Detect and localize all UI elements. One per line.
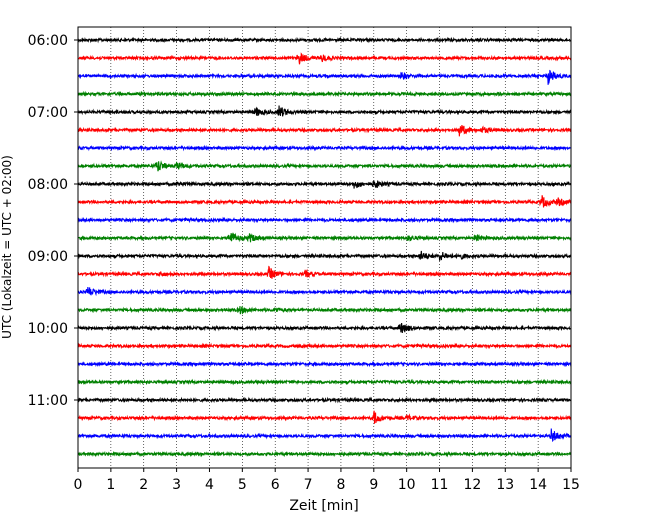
trace-1045 [77,378,572,386]
x-tick-label: 12 [463,477,481,493]
y-tick-label: 06:00 [28,33,68,49]
x-tick-label: 15 [562,477,580,493]
trace-0815 [77,195,572,208]
traces [77,36,572,458]
trace-0715 [77,124,572,137]
trace-1115 [77,410,572,424]
y-tick-label: 07:00 [28,105,68,121]
trace-0900 [77,250,572,261]
y-axis-label: UTC (Lokalzeit = UTC + 02:00) [0,155,14,339]
trace-0830 [77,216,572,224]
trace-1130 [77,428,572,443]
trace-0845 [77,232,572,243]
y-axis-ticks: 06:00 07:00 08:00 09:00 10:00 11:00 [28,33,78,409]
x-tick-label: 10 [398,477,416,493]
x-tick-label: 5 [238,477,247,493]
x-tick-label: 8 [336,477,345,493]
plot-frame [77,26,572,469]
trace-0800 [77,180,572,189]
x-axis-label: Zeit [min] [289,498,358,514]
trace-1100 [77,396,572,404]
x-tick-label: 13 [496,477,514,493]
y-tick-label: 09:00 [28,249,68,265]
x-tick-label: 3 [172,477,181,493]
trace-0615 [77,52,572,65]
x-tick-label: 4 [205,477,214,493]
trace-0730 [77,144,572,152]
trace-1015 [77,342,572,350]
trace-1145 [77,450,572,458]
trace-0645 [77,90,572,98]
x-tick-label: 9 [369,477,378,493]
trace-0930 [77,287,572,297]
trace-0915 [77,265,572,279]
trace-1000 [77,322,572,334]
trace-0600 [77,36,572,44]
x-tick-label: 0 [74,477,83,493]
y-tick-label: 10:00 [28,321,68,337]
x-axis-ticks: 0 1 2 3 4 5 6 7 8 9 10 11 12 13 14 15 [74,468,580,493]
y-tick-label: 11:00 [28,393,68,409]
trace-0700 [77,105,572,117]
trace-0630 [77,69,572,85]
y-tick-label: 08:00 [28,177,68,193]
x-tick-label: 14 [529,477,547,493]
trace-0945 [77,305,572,315]
x-tick-label: 7 [304,477,313,493]
x-tick-label: 11 [431,477,449,493]
x-tick-label: 2 [139,477,148,493]
trace-0745 [77,160,572,172]
trace-1030 [77,360,572,368]
x-tick-label: 6 [271,477,280,493]
x-tick-label: 1 [106,477,115,493]
